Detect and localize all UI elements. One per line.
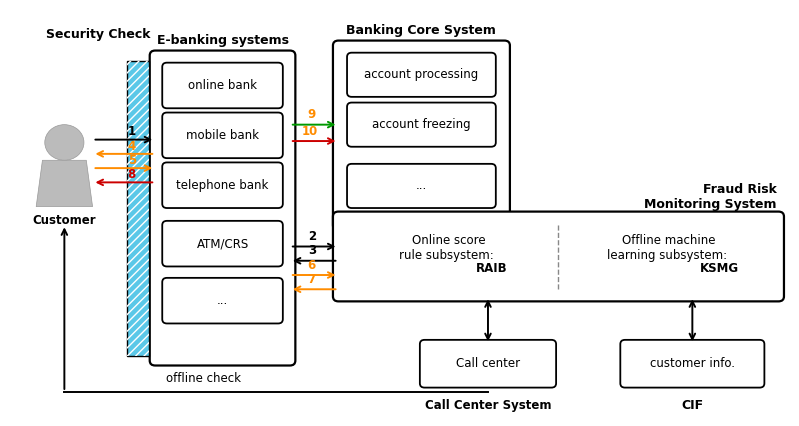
Bar bbox=[127, 60, 149, 356]
Text: mobile bank: mobile bank bbox=[186, 129, 259, 142]
Text: ...: ... bbox=[217, 294, 229, 307]
Text: CIF: CIF bbox=[682, 399, 703, 412]
Text: 8: 8 bbox=[128, 168, 136, 181]
Text: offline check: offline check bbox=[166, 372, 241, 385]
FancyBboxPatch shape bbox=[419, 340, 556, 388]
Text: Banking Core System: Banking Core System bbox=[347, 24, 496, 37]
FancyBboxPatch shape bbox=[620, 340, 765, 388]
Text: Fraud Risk
Monitoring System: Fraud Risk Monitoring System bbox=[645, 183, 777, 211]
Text: 7: 7 bbox=[308, 273, 316, 286]
Text: customer info.: customer info. bbox=[650, 357, 735, 370]
Text: online bank: online bank bbox=[188, 79, 257, 92]
Text: Security Check: Security Check bbox=[46, 28, 150, 41]
Text: ...: ... bbox=[415, 179, 427, 193]
Text: Offline machine
learning subsystem:: Offline machine learning subsystem: bbox=[606, 234, 730, 262]
FancyBboxPatch shape bbox=[347, 164, 496, 208]
Text: telephone bank: telephone bank bbox=[177, 179, 268, 192]
Text: Customer: Customer bbox=[33, 214, 96, 227]
Circle shape bbox=[45, 125, 84, 160]
Text: account processing: account processing bbox=[364, 68, 479, 81]
FancyBboxPatch shape bbox=[162, 112, 283, 158]
Text: 6: 6 bbox=[308, 259, 316, 271]
Text: Call center: Call center bbox=[456, 357, 520, 370]
FancyBboxPatch shape bbox=[149, 51, 296, 366]
Text: 1: 1 bbox=[128, 125, 136, 138]
Polygon shape bbox=[36, 160, 93, 207]
FancyBboxPatch shape bbox=[162, 63, 283, 108]
Text: E-banking systems: E-banking systems bbox=[157, 34, 288, 47]
Text: 9: 9 bbox=[308, 108, 316, 121]
Bar bbox=[127, 60, 149, 356]
Text: 4: 4 bbox=[128, 140, 136, 153]
Text: 10: 10 bbox=[301, 124, 317, 138]
FancyBboxPatch shape bbox=[162, 278, 283, 323]
Text: KSMG: KSMG bbox=[700, 262, 739, 275]
Text: RAIB: RAIB bbox=[475, 262, 507, 275]
Text: account freezing: account freezing bbox=[372, 118, 471, 131]
Text: 5: 5 bbox=[128, 154, 136, 167]
Text: 2: 2 bbox=[308, 230, 316, 243]
FancyBboxPatch shape bbox=[347, 53, 496, 97]
Text: 3: 3 bbox=[308, 244, 316, 257]
Text: Call Center System: Call Center System bbox=[425, 399, 551, 412]
FancyBboxPatch shape bbox=[162, 221, 283, 266]
Text: ATM/CRS: ATM/CRS bbox=[197, 237, 248, 250]
FancyBboxPatch shape bbox=[347, 103, 496, 147]
Text: Online score
rule subsystem:: Online score rule subsystem: bbox=[400, 234, 498, 262]
FancyBboxPatch shape bbox=[333, 40, 510, 230]
FancyBboxPatch shape bbox=[333, 212, 784, 301]
FancyBboxPatch shape bbox=[162, 162, 283, 208]
